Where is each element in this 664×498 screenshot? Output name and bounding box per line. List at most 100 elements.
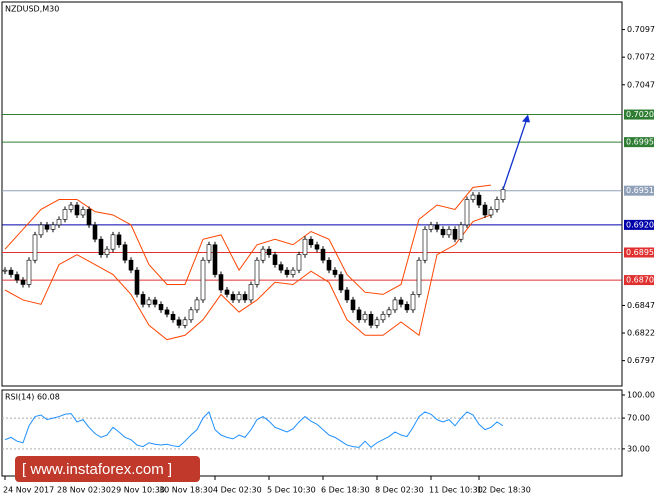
- rsi-tick-label: 70.00: [627, 414, 650, 423]
- level-label-box: [624, 137, 654, 148]
- candle: [62, 209, 68, 220]
- candle: [212, 244, 218, 275]
- x-tick-label: 5 Dec 10:30: [267, 486, 316, 495]
- candle: [56, 219, 62, 226]
- candle: [368, 313, 374, 326]
- level-label: 0.6995: [626, 138, 654, 147]
- candle: [2, 269, 8, 272]
- candle: [488, 209, 494, 216]
- candle: [362, 313, 368, 321]
- candle: [80, 209, 86, 216]
- forecast-arrow: [502, 118, 528, 190]
- candle: [302, 238, 308, 255]
- rsi-line: [4, 411, 504, 449]
- x-tick-label: 8 Dec 02:30: [375, 486, 424, 495]
- candle: [92, 224, 98, 240]
- candle: [356, 309, 362, 321]
- candle: [266, 248, 272, 255]
- candle: [464, 199, 470, 226]
- candle: [296, 254, 302, 271]
- watermark: [ www.instaforex.com ]: [22, 461, 172, 478]
- candle: [278, 264, 284, 271]
- x-tick-label: 6 Dec 18:30: [321, 486, 370, 495]
- candle: [458, 224, 464, 240]
- candle: [308, 238, 314, 246]
- candle: [32, 234, 38, 261]
- candle: [500, 189, 506, 200]
- candle: [254, 259, 260, 285]
- candle: [338, 274, 344, 291]
- candle: [494, 199, 500, 210]
- candle: [428, 224, 434, 230]
- candle: [230, 294, 236, 301]
- y-tick-label: 0.6797: [627, 356, 655, 365]
- candle: [20, 279, 26, 285]
- candle: [98, 238, 104, 255]
- candle: [122, 244, 128, 261]
- y-tick-label: 0.7072: [627, 53, 655, 62]
- candle: [110, 234, 116, 250]
- candle: [206, 244, 212, 261]
- candle: [320, 248, 326, 261]
- candle: [176, 319, 182, 326]
- candle: [416, 259, 422, 295]
- candle: [200, 259, 206, 301]
- watermark-box: [15, 456, 200, 482]
- candle: [440, 229, 446, 236]
- candle: [386, 309, 392, 315]
- candle: [74, 204, 80, 216]
- candle: [68, 204, 74, 210]
- candle: [182, 319, 188, 326]
- x-tick-label: 28 Nov 02:30: [57, 486, 111, 495]
- candle: [104, 248, 110, 255]
- candle: [170, 313, 176, 321]
- rsi-title: RSI(14) 60.08: [5, 393, 60, 402]
- candle: [374, 319, 380, 326]
- level-label-box: [624, 109, 654, 120]
- candle: [242, 294, 248, 301]
- candle: [248, 284, 254, 301]
- candle: [38, 224, 44, 236]
- candle: [344, 289, 350, 301]
- y-tick-label: 0.6822: [627, 329, 655, 338]
- x-tick-label: 12 Dec 18:30: [477, 486, 531, 495]
- candle: [188, 309, 194, 321]
- candle: [398, 299, 404, 305]
- candle: [482, 204, 488, 216]
- level-label-box: [624, 275, 654, 286]
- candle: [284, 269, 290, 275]
- candle: [86, 209, 92, 226]
- candle: [392, 299, 398, 311]
- candle: [410, 294, 416, 311]
- x-tick-label: 24 Nov 2017: [3, 486, 54, 495]
- candle: [134, 269, 140, 295]
- candle: [128, 259, 134, 271]
- y-tick-label: 0.7047: [627, 80, 655, 89]
- chart-title: NZDUSD,M30: [5, 5, 59, 14]
- level-label-box: [624, 219, 654, 230]
- candle: [140, 294, 146, 305]
- candle: [434, 224, 440, 230]
- candle: [14, 274, 20, 281]
- candle: [26, 259, 32, 285]
- candle: [50, 224, 56, 230]
- candle: [476, 194, 482, 206]
- x-tick-label: 30 Nov 18:30: [159, 486, 213, 495]
- band-lower: [4, 214, 492, 341]
- rsi-tick-label: 100.00: [627, 391, 655, 400]
- candle: [116, 234, 122, 246]
- candle: [380, 313, 386, 321]
- candle: [152, 299, 158, 305]
- price-panel: [1, 1, 623, 387]
- candle: [158, 304, 164, 311]
- level-label: 0.6920: [626, 220, 654, 229]
- candle: [422, 229, 428, 261]
- level-label: 0.6951: [626, 186, 654, 195]
- candle: [236, 294, 242, 301]
- y-tick-label: 0.7097: [627, 25, 655, 34]
- candle: [350, 299, 356, 311]
- y-tick-label: 0.6847: [627, 301, 655, 310]
- candle: [272, 254, 278, 265]
- candle: [224, 289, 230, 295]
